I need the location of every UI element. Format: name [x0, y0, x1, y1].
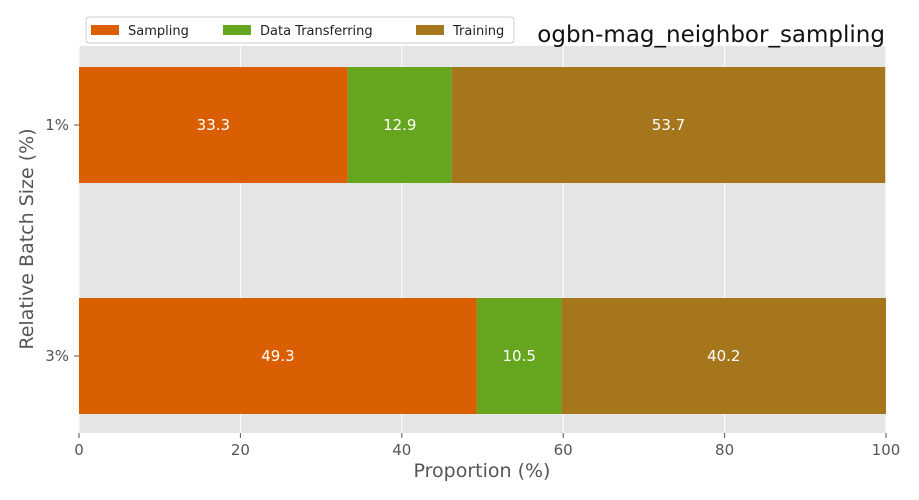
x-axis-label: Proportion (%): [414, 460, 551, 482]
chart-title: ogbn-mag_neighbor_sampling: [537, 22, 885, 48]
legend-swatch: [223, 25, 251, 35]
legend-label: Sampling: [128, 24, 189, 39]
bar-training-1pct: [451, 67, 886, 183]
bar-training-3pct: [561, 298, 886, 414]
data-label: 33.3: [197, 116, 230, 134]
data-label: 49.3: [261, 347, 294, 365]
bar-data-transferring-3pct: [476, 298, 562, 414]
legend-swatch: [91, 25, 119, 35]
data-label: 40.2: [707, 347, 740, 365]
x-tick-label: 60: [554, 441, 573, 459]
y-axis-label: Relative Batch Size (%): [16, 128, 38, 349]
x-tick-label: 100: [872, 441, 901, 459]
x-axis-ticks: 0 20 40 60 80 100: [74, 433, 900, 459]
bar-sampling-3pct: [79, 298, 477, 414]
x-tick-label: 0: [74, 441, 84, 459]
legend-label: Training: [452, 24, 504, 39]
data-label: 53.7: [652, 116, 685, 134]
data-labels: 33.3 12.9 53.7 49.3 10.5 40.2: [197, 116, 741, 365]
legend-frame: [85, 16, 515, 44]
legend-label: Data Transferring: [260, 24, 373, 39]
bar-data-transferring-1pct: [347, 67, 452, 183]
data-label: 10.5: [503, 347, 536, 365]
x-tick-label: 40: [392, 441, 411, 459]
data-label: 12.9: [383, 116, 416, 134]
bars: [79, 67, 886, 414]
y-axis-ticks: 1% 3%: [45, 116, 79, 365]
x-tick-label: 80: [715, 441, 734, 459]
legend: Sampling Data Transferring Training: [85, 16, 515, 44]
bar-sampling-1pct: [79, 67, 348, 183]
y-tick-label: 1%: [45, 116, 69, 134]
y-tick-label: 3%: [45, 347, 69, 365]
legend-swatch: [416, 25, 444, 35]
x-tick-label: 20: [231, 441, 250, 459]
